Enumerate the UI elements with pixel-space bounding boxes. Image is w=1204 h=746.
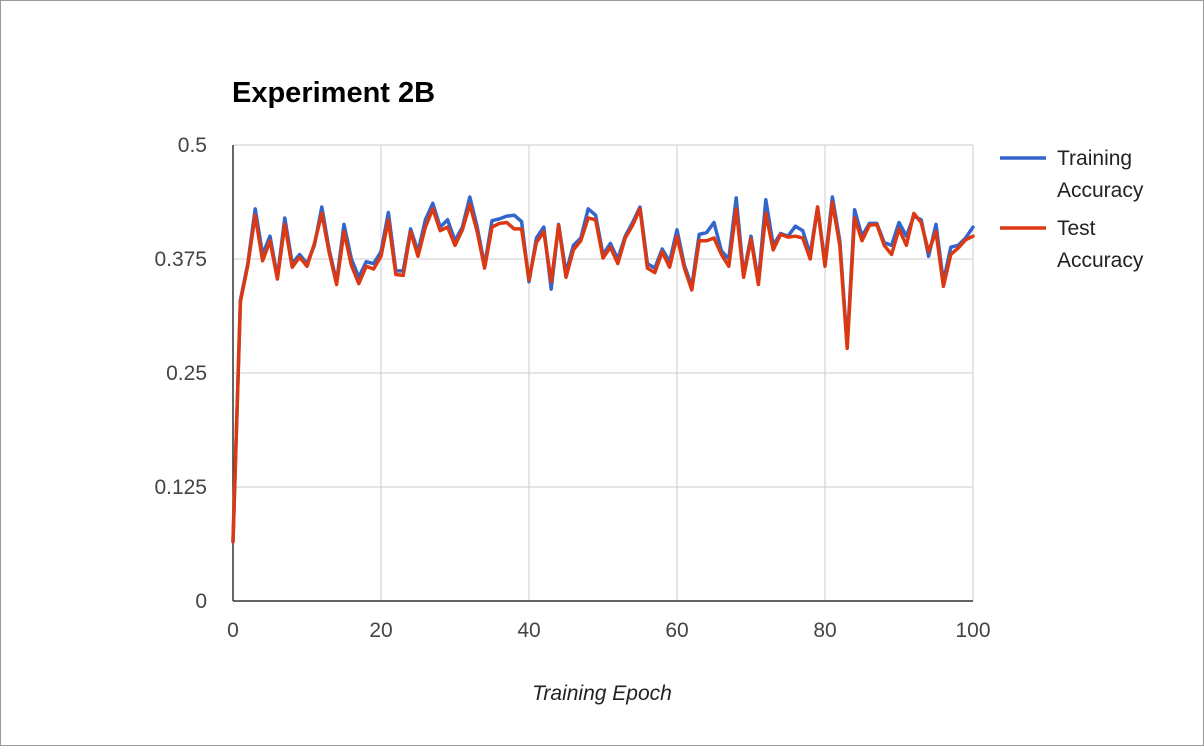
- x-tick-label: 100: [955, 619, 990, 642]
- x-tick-label: 40: [517, 619, 540, 642]
- legend-label: Test: [1057, 217, 1096, 240]
- x-tick-label: 60: [665, 619, 688, 642]
- legend-label: Accuracy: [1057, 249, 1144, 272]
- legend-label: Training: [1057, 147, 1132, 170]
- gridlines: [233, 144, 974, 601]
- y-tick-label: 0.375: [154, 248, 207, 271]
- legend-label: Accuracy: [1057, 179, 1144, 202]
- series-lines: [231, 195, 975, 544]
- x-axis-title: Training Epoch: [532, 682, 672, 705]
- x-tick-label: 80: [813, 619, 836, 642]
- y-tick-label: 0.125: [154, 476, 207, 499]
- tick-labels: 0 20 40 60 80 100 0 0.125 0.25 0.375 0.5: [154, 134, 990, 642]
- legend: Training Accuracy Test Accuracy: [1000, 147, 1144, 272]
- series-line-0: [231, 195, 975, 544]
- y-tick-label: 0.5: [178, 134, 207, 157]
- chart-title: Experiment 2B: [232, 77, 435, 109]
- x-tick-label: 0: [227, 619, 239, 642]
- x-tick-label: 20: [369, 619, 392, 642]
- series-line-1: [231, 200, 975, 544]
- y-tick-label: 0: [195, 590, 207, 613]
- y-tick-label: 0.25: [166, 362, 207, 385]
